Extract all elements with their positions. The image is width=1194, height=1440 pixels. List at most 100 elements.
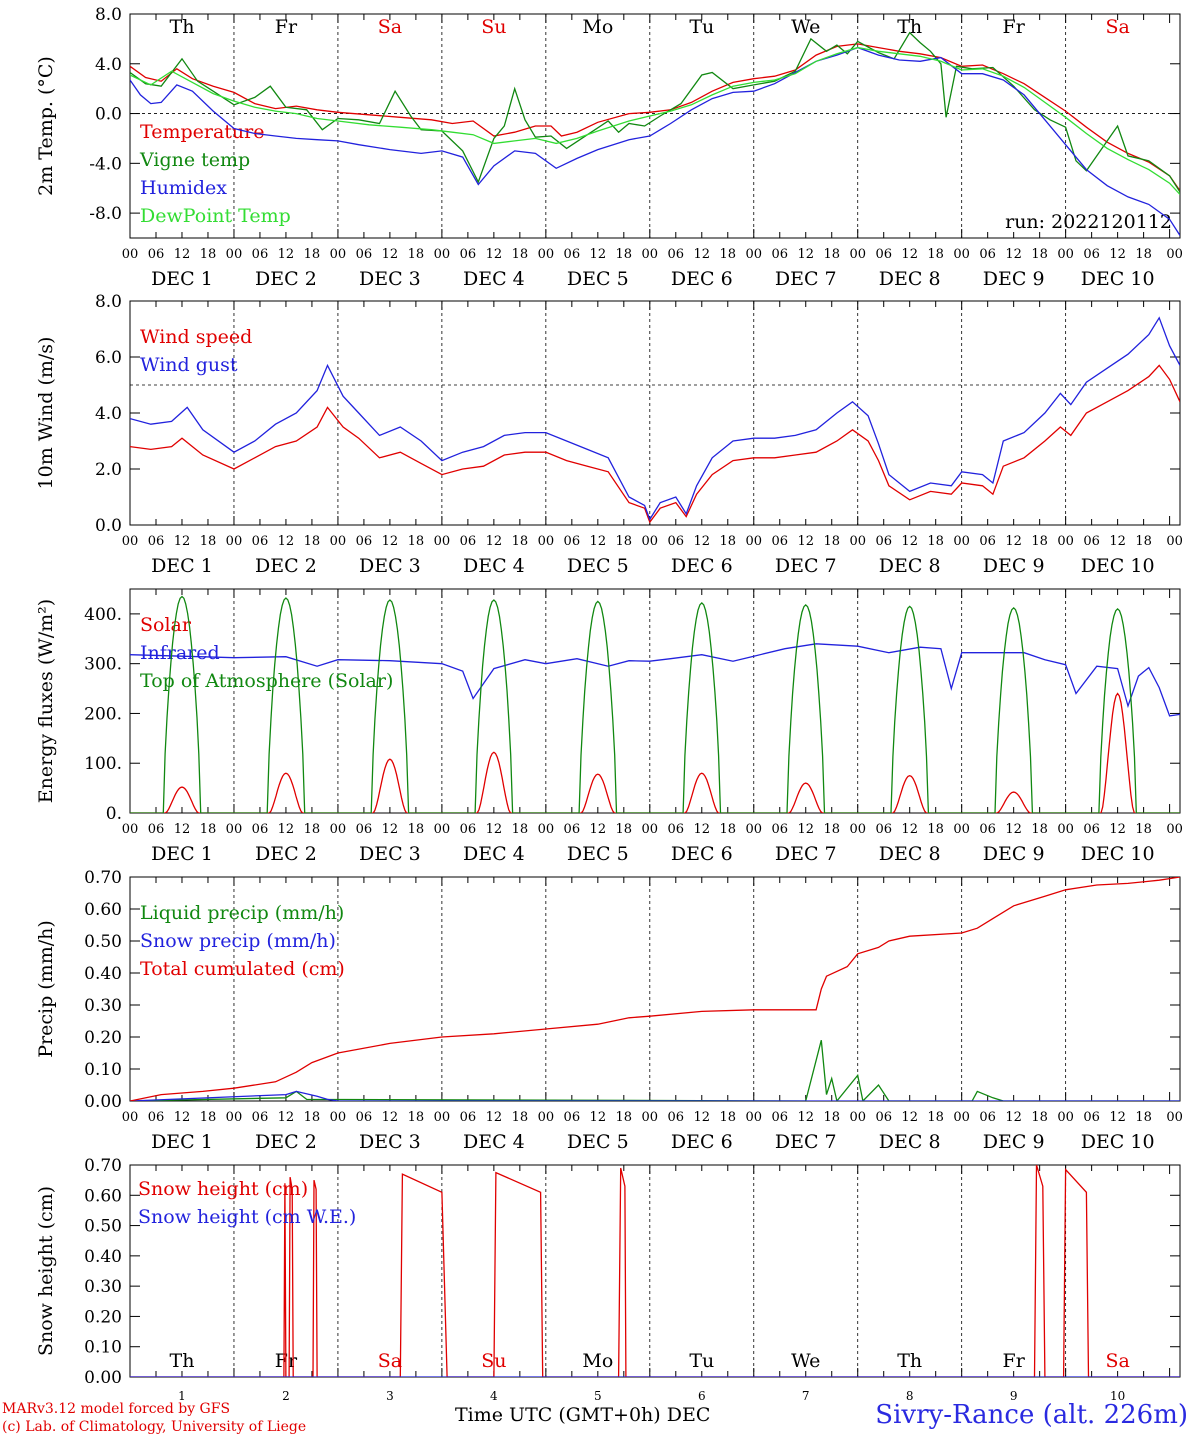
hour-label: 18 <box>512 1110 529 1125</box>
hour-label: 00 <box>1166 534 1183 549</box>
hour-label: 00 <box>226 534 243 549</box>
hour-label: 18 <box>616 247 633 262</box>
date-label: DEC 5 <box>567 1131 629 1153</box>
hour-label: 06 <box>1083 247 1100 262</box>
date-label: DEC 4 <box>463 268 525 290</box>
hour-label: 12 <box>590 534 607 549</box>
hour-label: 18 <box>927 534 944 549</box>
hour-label: 00 <box>849 247 866 262</box>
hour-label: 06 <box>668 247 685 262</box>
hour-label: 00 <box>953 534 970 549</box>
hour-label: 18 <box>1031 534 1048 549</box>
date-label: DEC 4 <box>463 843 525 865</box>
date-label: DEC 7 <box>775 1131 837 1153</box>
hour-label: 18 <box>616 534 633 549</box>
legend-entry: Solar <box>140 614 192 636</box>
hour-label: 12 <box>174 534 191 549</box>
date-label: DEC 10 <box>1081 1131 1155 1153</box>
date-label: DEC 4 <box>463 555 525 577</box>
weekday-label: Mo <box>582 1350 613 1372</box>
legend-entry: Liquid precip (mm/h) <box>140 902 344 924</box>
date-label: DEC 7 <box>775 268 837 290</box>
weekday-label: Fr <box>1003 1350 1026 1372</box>
series-line-wind-speed <box>130 364 1180 524</box>
hour-label: 18 <box>1135 822 1152 837</box>
hour-label: 06 <box>1083 534 1100 549</box>
weekday-label: Fr <box>1003 16 1026 38</box>
weekday-label: Mo <box>582 16 613 38</box>
hour-label: 18 <box>200 1110 217 1125</box>
credit-line-2: (c) Lab. of Climatology, University of L… <box>2 1419 307 1435</box>
hour-label: 18 <box>200 822 217 837</box>
hour-label: 18 <box>927 247 944 262</box>
date-label: DEC 5 <box>567 268 629 290</box>
hour-label: 12 <box>486 822 503 837</box>
hour-label: 00 <box>330 247 347 262</box>
date-label: DEC 7 <box>775 555 837 577</box>
hour-label: 00 <box>538 247 555 262</box>
hour-label: 00 <box>226 822 243 837</box>
y-tick-label: 0.30 <box>84 1277 122 1297</box>
hour-label: 00 <box>849 534 866 549</box>
hour-label: 12 <box>1109 534 1126 549</box>
hour-label: 12 <box>694 822 711 837</box>
hour-label: 00 <box>330 1110 347 1125</box>
y-tick-label: 400. <box>84 605 122 625</box>
y-tick-label: 0.10 <box>84 1338 122 1358</box>
hour-label: 00 <box>1057 534 1074 549</box>
hour-label: 00 <box>1057 822 1074 837</box>
hour-label: 12 <box>278 247 295 262</box>
weekday-label: Tu <box>689 16 714 38</box>
hour-label: 18 <box>1135 534 1152 549</box>
y-tick-label: 8.0 <box>95 5 122 25</box>
hour-label: 12 <box>797 247 814 262</box>
weekday-label: We <box>791 1350 820 1372</box>
date-label: DEC 6 <box>671 555 733 577</box>
hour-label: 06 <box>979 822 996 837</box>
day-number-label: 2 <box>282 1389 290 1400</box>
hour-label: 18 <box>512 247 529 262</box>
hour-label: 00 <box>849 822 866 837</box>
weekday-label: Th <box>170 1350 195 1372</box>
hour-label: 00 <box>434 534 451 549</box>
hour-label: 12 <box>382 247 399 262</box>
hour-label: 06 <box>460 534 477 549</box>
hour-label: 06 <box>875 247 892 262</box>
weekday-label: Fr <box>275 16 298 38</box>
hour-label: 06 <box>771 534 788 549</box>
hour-label: 06 <box>668 822 685 837</box>
hour-label: 12 <box>382 534 399 549</box>
y-tick-label: 0.60 <box>84 1186 122 1206</box>
hour-label: 18 <box>1031 1110 1048 1125</box>
hour-label: 06 <box>771 822 788 837</box>
hour-label: 12 <box>797 822 814 837</box>
hour-label: 06 <box>148 1110 165 1125</box>
hour-label: 18 <box>304 1110 321 1125</box>
legend-entry: DewPoint Temp <box>140 205 291 227</box>
hour-label: 12 <box>1109 247 1126 262</box>
date-label: DEC 7 <box>775 843 837 865</box>
hour-label: 00 <box>745 822 762 837</box>
hour-label: 12 <box>901 247 918 262</box>
hour-label: 00 <box>434 247 451 262</box>
date-label: DEC 9 <box>983 1131 1045 1153</box>
date-label: DEC 9 <box>983 555 1045 577</box>
hour-label: 12 <box>174 1110 191 1125</box>
date-label: DEC 6 <box>671 1131 733 1153</box>
hour-label: 06 <box>771 247 788 262</box>
date-label: DEC 2 <box>255 1131 317 1153</box>
day-number-label: 9 <box>1010 1389 1018 1400</box>
hour-label: 18 <box>719 822 736 837</box>
hour-label: 12 <box>694 247 711 262</box>
y-tick-label: 300. <box>84 655 122 675</box>
panel-2-frame <box>129 300 1181 526</box>
weekday-label: Th <box>897 1350 922 1372</box>
date-label: DEC 9 <box>983 843 1045 865</box>
hour-label: 12 <box>1005 1110 1022 1125</box>
legend-entry: Wind gust <box>140 354 238 376</box>
hour-label: 06 <box>564 1110 581 1125</box>
date-label: DEC 1 <box>151 843 213 865</box>
date-label: DEC 6 <box>671 268 733 290</box>
hour-label: 06 <box>668 1110 685 1125</box>
hour-label: 06 <box>356 822 373 837</box>
